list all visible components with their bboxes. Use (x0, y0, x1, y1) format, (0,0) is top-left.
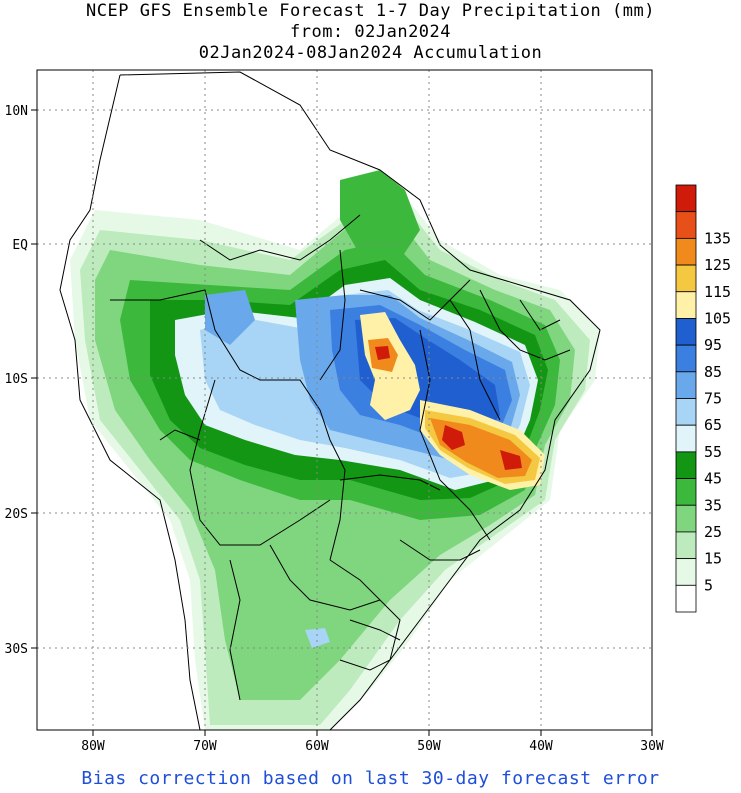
colorbar-label: 5 (704, 576, 713, 594)
precip-north-green-spot (340, 170, 420, 260)
map-gridlines (37, 70, 652, 730)
map-frame (36, 69, 653, 731)
map-title-line-1: NCEP GFS Ensemble Forecast 1-7 Day Preci… (86, 1, 655, 21)
colorbar-swatch (675, 371, 697, 399)
colorbar-label: 105 (704, 309, 731, 327)
colorbar-swatch (675, 451, 697, 479)
x-tick-60w: 60W (305, 739, 329, 754)
y-tick-10n: 10N (5, 104, 28, 119)
colorbar-swatch (675, 531, 697, 560)
colorbar-swatch (675, 237, 697, 266)
colorbar-swatch (675, 318, 697, 346)
colorbar-swatch (675, 504, 697, 533)
precip-south-blue-spot (305, 628, 330, 648)
x-tick-80w: 80W (81, 739, 105, 754)
colorbar-label: 95 (704, 336, 722, 354)
x-tick-70w: 70W (193, 739, 217, 754)
colorbar-swatch (675, 398, 697, 426)
y-tick-eq: EQ (12, 238, 28, 253)
colorbar-swatch (675, 184, 697, 213)
colorbar-label: 85 (704, 363, 722, 381)
y-tick-30s: 30S (5, 642, 28, 657)
precip-135-plus-north-region (375, 346, 390, 360)
map-title-line-3: 02Jan2024-08Jan2024 Accumulation (198, 43, 543, 63)
colorbar-swatch (675, 344, 697, 373)
political-boundaries (59, 71, 601, 730)
axis-ticks (31, 109, 653, 736)
colorbar-label: 125 (704, 256, 731, 274)
colorbar-label: 75 (704, 390, 722, 408)
precip-south-green-region (230, 545, 360, 690)
colorbar-label: 15 (704, 550, 722, 568)
x-tick-40w: 40W (529, 739, 553, 754)
colorbar-label: 45 (704, 470, 722, 488)
colorbar-swatch (675, 584, 697, 613)
colorbar-label: 55 (704, 443, 722, 461)
precipitation-field (59, 71, 601, 730)
precip-135-plus-east-region (500, 450, 522, 470)
colorbar-swatch (675, 211, 697, 239)
y-tick-10s: 10S (5, 372, 28, 387)
colorbar-label: 115 (704, 283, 731, 301)
x-tick-50w: 50W (417, 739, 441, 754)
colorbar-label: 35 (704, 496, 722, 514)
x-tick-30w: 30W (640, 739, 664, 754)
map-title-line-2: from: 02Jan2024 (289, 22, 452, 42)
colorbar-label: 65 (704, 416, 722, 434)
colorbar-swatch (675, 291, 697, 319)
colorbar-swatch (675, 558, 697, 586)
precip-west-blue-spot (205, 290, 255, 345)
y-tick-20s: 20S (5, 507, 28, 522)
colorbar-swatch (675, 478, 697, 506)
precip-135-plus-region (442, 425, 465, 450)
colorbar: 5 15 25 35 45 55 65 75 85 95 105 115 125 135 (675, 184, 731, 613)
colorbar-label: 25 (704, 523, 722, 541)
colorbar-swatch (675, 424, 697, 453)
colorbar-swatch (675, 264, 697, 293)
colorbar-label: 135 (704, 229, 731, 247)
bias-correction-note: Bias correction based on last 30-day for… (81, 768, 660, 789)
